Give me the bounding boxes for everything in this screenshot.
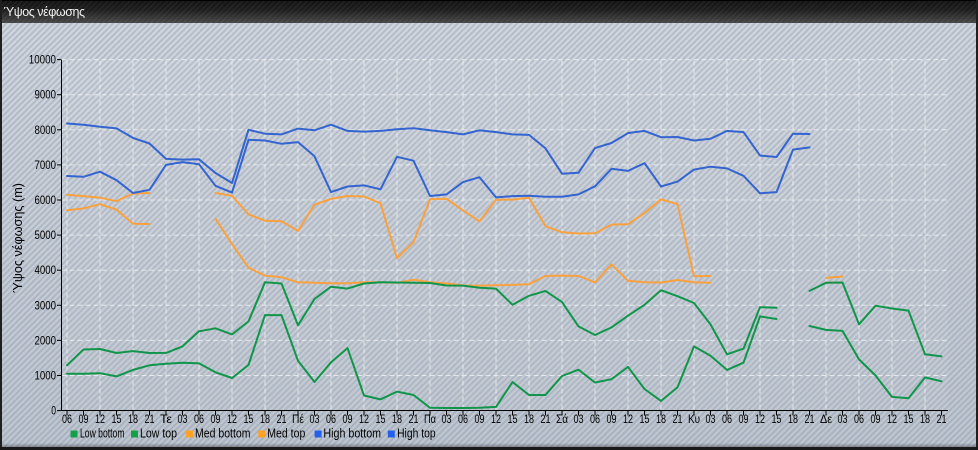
svg-text:Med bottom: Med bottom: [195, 427, 251, 441]
svg-text:09: 09: [739, 412, 749, 426]
svg-text:9000: 9000: [35, 88, 57, 102]
svg-text:21: 21: [673, 412, 683, 426]
svg-text:12: 12: [623, 412, 633, 426]
svg-text:18: 18: [524, 412, 534, 426]
svg-text:10000: 10000: [29, 53, 56, 67]
svg-text:5000: 5000: [35, 228, 57, 242]
svg-text:06: 06: [590, 412, 600, 426]
svg-text:15: 15: [640, 412, 650, 426]
svg-text:06: 06: [458, 412, 468, 426]
svg-text:15: 15: [112, 412, 122, 426]
svg-text:09: 09: [211, 412, 221, 426]
svg-text:18: 18: [920, 412, 930, 426]
svg-text:15: 15: [772, 412, 782, 426]
svg-text:Low bottom: Low bottom: [80, 427, 125, 441]
svg-text:06: 06: [854, 412, 864, 426]
svg-text:Τε: Τε: [160, 412, 173, 426]
svg-text:09: 09: [607, 412, 617, 426]
svg-text:High bottom: High bottom: [323, 427, 381, 441]
svg-text:Δε: Δε: [820, 412, 832, 426]
svg-text:18: 18: [128, 412, 138, 426]
svg-text:3000: 3000: [35, 298, 57, 312]
svg-text:21: 21: [409, 412, 419, 426]
svg-text:18: 18: [392, 412, 402, 426]
svg-text:1000: 1000: [35, 369, 57, 383]
svg-text:4000: 4000: [35, 263, 57, 277]
svg-text:09: 09: [871, 412, 881, 426]
svg-text:Πέ: Πέ: [292, 412, 304, 426]
svg-text:03: 03: [838, 412, 848, 426]
svg-text:09: 09: [475, 412, 485, 426]
svg-text:15: 15: [904, 412, 914, 426]
svg-text:21: 21: [937, 412, 947, 426]
svg-text:06: 06: [194, 412, 204, 426]
svg-text:12: 12: [887, 412, 897, 426]
svg-text:18: 18: [656, 412, 666, 426]
svg-text:Σά: Σά: [556, 412, 568, 426]
svg-text:21: 21: [145, 412, 155, 426]
svg-text:15: 15: [508, 412, 518, 426]
svg-text:09: 09: [343, 412, 353, 426]
svg-text:18: 18: [788, 412, 798, 426]
svg-text:18: 18: [260, 412, 270, 426]
svg-text:03: 03: [574, 412, 584, 426]
svg-text:21: 21: [541, 412, 551, 426]
svg-text:06: 06: [722, 412, 732, 426]
svg-text:06: 06: [62, 412, 72, 426]
svg-text:Κυ: Κυ: [688, 412, 700, 426]
svg-text:12: 12: [755, 412, 765, 426]
svg-text:Ύψος νέφωσης (m): Ύψος νέφωσης (m): [11, 183, 25, 293]
svg-text:0: 0: [51, 404, 56, 418]
svg-text:Med top: Med top: [267, 427, 305, 441]
svg-text:2000: 2000: [35, 333, 57, 347]
svg-text:03: 03: [178, 412, 188, 426]
svg-text:15: 15: [244, 412, 254, 426]
svg-text:12: 12: [227, 412, 237, 426]
svg-text:03: 03: [310, 412, 320, 426]
svg-text:7000: 7000: [35, 158, 57, 172]
svg-text:03: 03: [442, 412, 452, 426]
svg-text:21: 21: [277, 412, 287, 426]
svg-text:6000: 6000: [35, 193, 57, 207]
svg-text:8000: 8000: [35, 123, 57, 137]
svg-text:Low top: Low top: [140, 427, 177, 441]
svg-text:12: 12: [95, 412, 105, 426]
svg-text:Πα: Πα: [424, 412, 436, 426]
svg-text:12: 12: [359, 412, 369, 426]
svg-text:21: 21: [805, 412, 815, 426]
svg-text:06: 06: [326, 412, 336, 426]
svg-text:09: 09: [79, 412, 89, 426]
svg-text:12: 12: [491, 412, 501, 426]
svg-text:15: 15: [376, 412, 386, 426]
svg-text:High top: High top: [397, 427, 436, 441]
svg-text:03: 03: [706, 412, 716, 426]
